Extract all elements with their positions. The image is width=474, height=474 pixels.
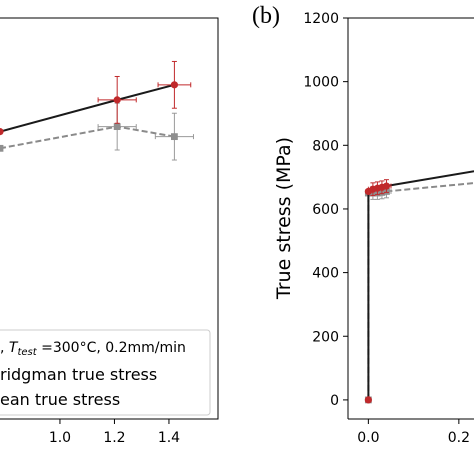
x-tick-label: 0.2: [448, 430, 470, 446]
right-x-axis: 0.0 0.2: [357, 419, 470, 446]
left-chart-panel: 1.0 1.2 1.4 , Ttest =300°C, 0.2mm/min ridg…: [0, 17, 219, 446]
right-y-axis-label: True stress (MPa): [273, 137, 295, 300]
series-mean: [364, 182, 474, 404]
x-tick-label: 1.2: [103, 430, 125, 446]
data-point-mean: [0, 144, 4, 152]
legend-title-var: T: [9, 340, 19, 356]
y-tick-label: 200: [312, 329, 339, 345]
left-series-group: [0, 60, 194, 161]
legend-title-suffix: =300°C, 0.2mm/min: [37, 340, 186, 356]
series-line-mean: [367, 182, 474, 400]
series-mean: [0, 102, 194, 161]
y-tick-label: 600: [312, 202, 339, 218]
data-point-bridgman: [364, 396, 372, 404]
left-legend: , Ttest =300°C, 0.2mm/min ridgman true s…: [0, 329, 211, 416]
series-line-bridgman: [367, 170, 474, 400]
series-line-mean: [0, 125, 175, 150]
data-point-bridgman: [113, 96, 121, 104]
legend-box: [0, 329, 211, 416]
legend-title-sub: test: [17, 347, 37, 358]
data-point-mean: [113, 123, 121, 131]
data-point-bridgman: [170, 81, 178, 89]
x-tick-label: 1.0: [49, 430, 71, 446]
x-tick-label: 1.4: [158, 430, 180, 446]
data-point-bridgman: [382, 182, 391, 190]
left-x-axis: 1.0 1.2 1.4: [49, 419, 180, 446]
y-tick-label: 400: [312, 266, 339, 282]
right-chart-panel: (b) 0 200 400 600 800 1000 1200 0.0 0.2 True st…: [252, 3, 474, 446]
data-point-mean: [171, 133, 178, 141]
panel-label-b: (b): [252, 3, 280, 29]
series-line-bridgman: [0, 83, 175, 133]
legend-title-prefix: ,: [0, 340, 9, 356]
right-y-axis: 0 200 400 600 800 1000 1200: [303, 11, 348, 409]
data-point-bridgman: [0, 128, 4, 136]
series-bridgman: [0, 60, 192, 136]
x-tick-label: 0.0: [357, 430, 379, 446]
series-bridgman: [364, 170, 474, 404]
legend-entry-mean: ean true stress: [0, 390, 120, 409]
legend-title: , Ttest =300°C, 0.2mm/min: [0, 340, 186, 358]
y-tick-label: 1200: [303, 11, 339, 27]
y-tick-label: 800: [312, 138, 339, 154]
y-tick-label: 0: [330, 393, 339, 409]
right-series-group: [364, 170, 474, 404]
y-tick-label: 1000: [303, 75, 339, 91]
legend-entry-bridgman: ridgman true stress: [0, 365, 157, 384]
left-plot-frame: [0, 17, 219, 420]
